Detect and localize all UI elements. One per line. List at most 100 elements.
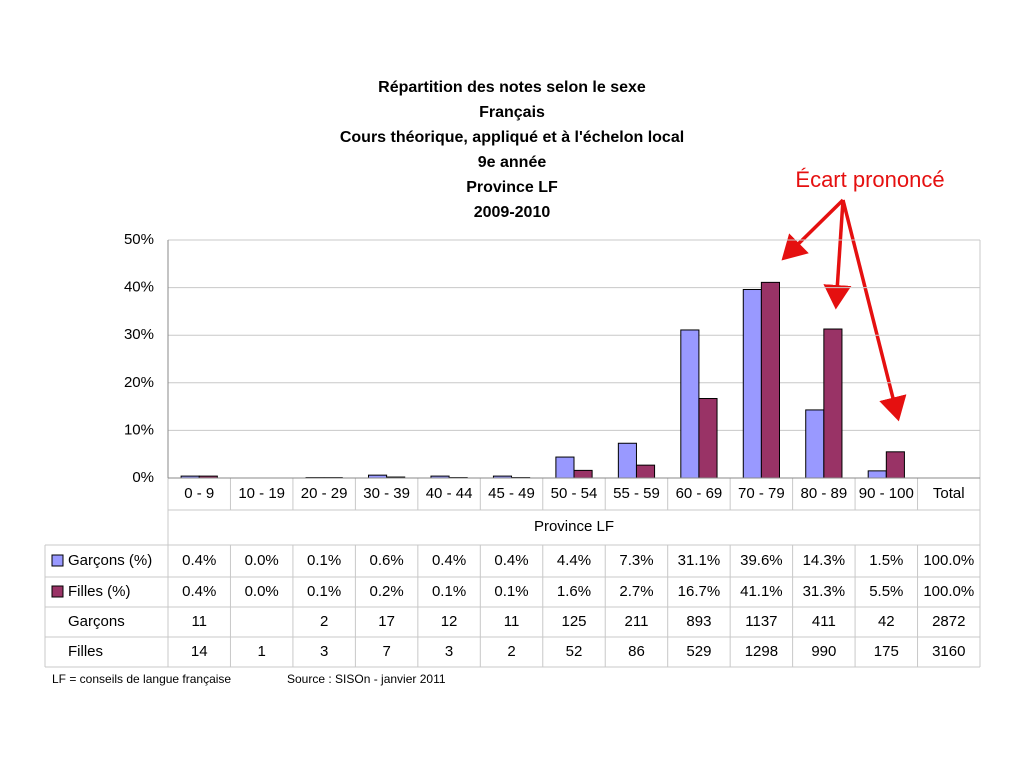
chart-title: Cours théorique, appliqué et à l'échelon… — [340, 129, 684, 146]
table-cell: 14.3% — [803, 552, 846, 569]
annotation: Écart prononcé — [795, 167, 944, 192]
table-cell: 3 — [320, 643, 328, 660]
table-cell: 0.1% — [307, 552, 341, 569]
table-cell: 175 — [874, 643, 899, 660]
bar — [742, 289, 762, 479]
table-cell: 31.3% — [803, 583, 846, 600]
y-tick-label: 50% — [124, 231, 154, 248]
table-cell: 2 — [320, 613, 328, 630]
table-cell: 3160 — [932, 643, 965, 660]
x-tick-label: Total — [933, 485, 965, 502]
table-cell: 31.1% — [678, 552, 721, 569]
x-tick-label: 40 - 44 — [426, 485, 473, 502]
x-tick-label: 80 - 89 — [800, 485, 847, 502]
legend-swatch — [51, 554, 64, 567]
footnote: Source : SISOn - janvier 2011 — [287, 672, 446, 686]
table-cell: 411 — [812, 613, 836, 630]
table-cell: 5.5% — [869, 583, 903, 600]
table-cell: 2 — [507, 643, 515, 660]
table-cell: 1298 — [745, 643, 778, 660]
table-cell: 0.0% — [245, 583, 279, 600]
table-cell: 1137 — [745, 613, 777, 630]
table-cell: 2872 — [932, 613, 965, 630]
bar — [760, 281, 780, 479]
chart-title: Province LF — [466, 179, 558, 196]
table-cell: 7.3% — [619, 552, 653, 569]
table-cell: 0.1% — [494, 583, 528, 600]
table-cell: 0.1% — [307, 583, 341, 600]
x-tick-label: 20 - 29 — [301, 485, 348, 502]
chart-title: 2009-2010 — [474, 204, 551, 221]
table-cell: 990 — [811, 643, 836, 660]
table-cell: 0.2% — [370, 583, 404, 600]
table-cell: 86 — [628, 643, 645, 660]
bar — [635, 464, 656, 479]
y-tick-label: 10% — [124, 421, 154, 438]
bar — [680, 329, 700, 479]
x-tick-label: 70 - 79 — [738, 485, 785, 502]
table-cell: 16.7% — [678, 583, 721, 600]
x-tick-label: 0 - 9 — [184, 485, 214, 502]
row-label: Filles — [68, 643, 103, 660]
bar — [805, 409, 825, 479]
x-tick-label: 45 - 49 — [488, 485, 535, 502]
y-tick-label: 0% — [132, 469, 154, 486]
table-cell: 100.0% — [923, 583, 974, 600]
y-tick-label: 30% — [124, 326, 154, 343]
table-cell: 42 — [878, 613, 895, 630]
footnote: LF = conseils de langue française — [52, 672, 231, 686]
table-cell: 211 — [625, 613, 649, 630]
table-cell: 1 — [258, 643, 266, 660]
legend-label: Filles (%) — [68, 583, 131, 600]
x-tick-label: 60 - 69 — [676, 485, 723, 502]
row-label: Garçons — [68, 613, 125, 630]
table-cell: 7 — [382, 643, 390, 660]
annotation-arrows — [781, 198, 907, 422]
table-cell: 14 — [191, 643, 208, 660]
table-cell: 3 — [445, 643, 453, 660]
table-cell: 0.0% — [245, 552, 279, 569]
chart-title: Français — [479, 104, 545, 121]
table-cell: 4.4% — [557, 552, 591, 569]
table-cell: 11 — [191, 613, 207, 630]
table-cell: 41.1% — [740, 583, 783, 600]
x-tick-label: 10 - 19 — [238, 485, 285, 502]
bar — [698, 398, 718, 479]
table-cell: 100.0% — [923, 552, 974, 569]
bar — [555, 456, 575, 479]
bar — [573, 469, 593, 479]
table-cell: 12 — [441, 613, 458, 630]
table-cell: 1.6% — [557, 583, 591, 600]
table-cell: 0.4% — [494, 552, 528, 569]
table-cell: 125 — [561, 613, 586, 630]
x-tick-label: 30 - 39 — [363, 485, 410, 502]
table-cell: 893 — [686, 613, 711, 630]
table-cell: 0.4% — [182, 552, 216, 569]
table-cell: 52 — [566, 643, 583, 660]
chart-title: Répartition des notes selon le sexe — [378, 79, 646, 96]
table-cell: 0.6% — [370, 552, 404, 569]
x-tick-label: 55 - 59 — [613, 485, 660, 502]
table-cell: 17 — [378, 613, 395, 630]
y-tick-label: 40% — [124, 279, 154, 296]
chart-title: 9e année — [478, 154, 547, 171]
bar — [867, 470, 887, 479]
legend-label: Garçons (%) — [68, 552, 152, 569]
x-tick-label: 50 - 54 — [551, 485, 598, 502]
table-cell: 11 — [504, 613, 520, 630]
table-cell: 0.1% — [432, 583, 466, 600]
x-tick-label: 90 - 100 — [859, 485, 914, 502]
table-group-label: Province LF — [534, 518, 614, 535]
table-cell: 39.6% — [740, 552, 783, 569]
table-cell: 0.4% — [182, 583, 216, 600]
table-cell: 2.7% — [619, 583, 653, 600]
table-cell: 1.5% — [869, 552, 903, 569]
bar — [617, 442, 637, 479]
bar — [823, 328, 843, 479]
bar — [885, 451, 905, 479]
table-cell: 0.4% — [432, 552, 466, 569]
legend-swatch — [51, 585, 64, 598]
table-cell: 529 — [686, 643, 711, 660]
y-tick-label: 20% — [124, 374, 154, 391]
